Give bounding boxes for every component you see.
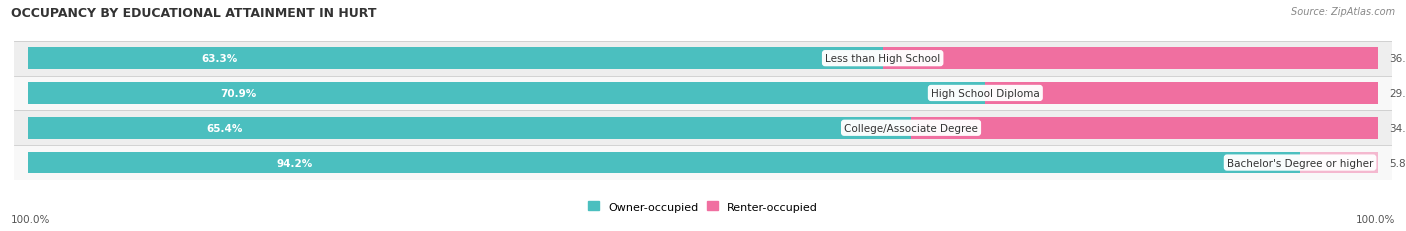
Bar — [28, 118, 911, 139]
Bar — [911, 118, 1378, 139]
Text: 100.0%: 100.0% — [11, 214, 51, 224]
Bar — [14, 111, 1392, 146]
Text: 63.3%: 63.3% — [201, 54, 238, 64]
Bar — [14, 76, 1392, 111]
Text: Less than High School: Less than High School — [825, 54, 941, 64]
Bar — [14, 146, 1392, 180]
Bar — [986, 83, 1378, 104]
Text: 65.4%: 65.4% — [207, 123, 243, 133]
Text: 94.2%: 94.2% — [277, 158, 314, 168]
Bar — [1301, 152, 1378, 174]
Legend: Owner-occupied, Renter-occupied: Owner-occupied, Renter-occupied — [583, 197, 823, 216]
Text: OCCUPANCY BY EDUCATIONAL ATTAINMENT IN HURT: OCCUPANCY BY EDUCATIONAL ATTAINMENT IN H… — [11, 7, 377, 20]
Text: High School Diploma: High School Diploma — [931, 88, 1039, 99]
Bar — [883, 48, 1378, 70]
Text: Source: ZipAtlas.com: Source: ZipAtlas.com — [1291, 7, 1395, 17]
Text: 36.7%: 36.7% — [1389, 54, 1406, 64]
Text: Bachelor's Degree or higher: Bachelor's Degree or higher — [1227, 158, 1374, 168]
Bar — [28, 83, 986, 104]
Text: 34.6%: 34.6% — [1389, 123, 1406, 133]
Bar — [28, 152, 1301, 174]
Text: 100.0%: 100.0% — [1355, 214, 1395, 224]
Text: 29.1%: 29.1% — [1389, 88, 1406, 99]
Text: College/Associate Degree: College/Associate Degree — [844, 123, 979, 133]
Text: 70.9%: 70.9% — [221, 88, 256, 99]
Text: 5.8%: 5.8% — [1389, 158, 1406, 168]
Bar — [28, 48, 883, 70]
Bar — [14, 42, 1392, 76]
